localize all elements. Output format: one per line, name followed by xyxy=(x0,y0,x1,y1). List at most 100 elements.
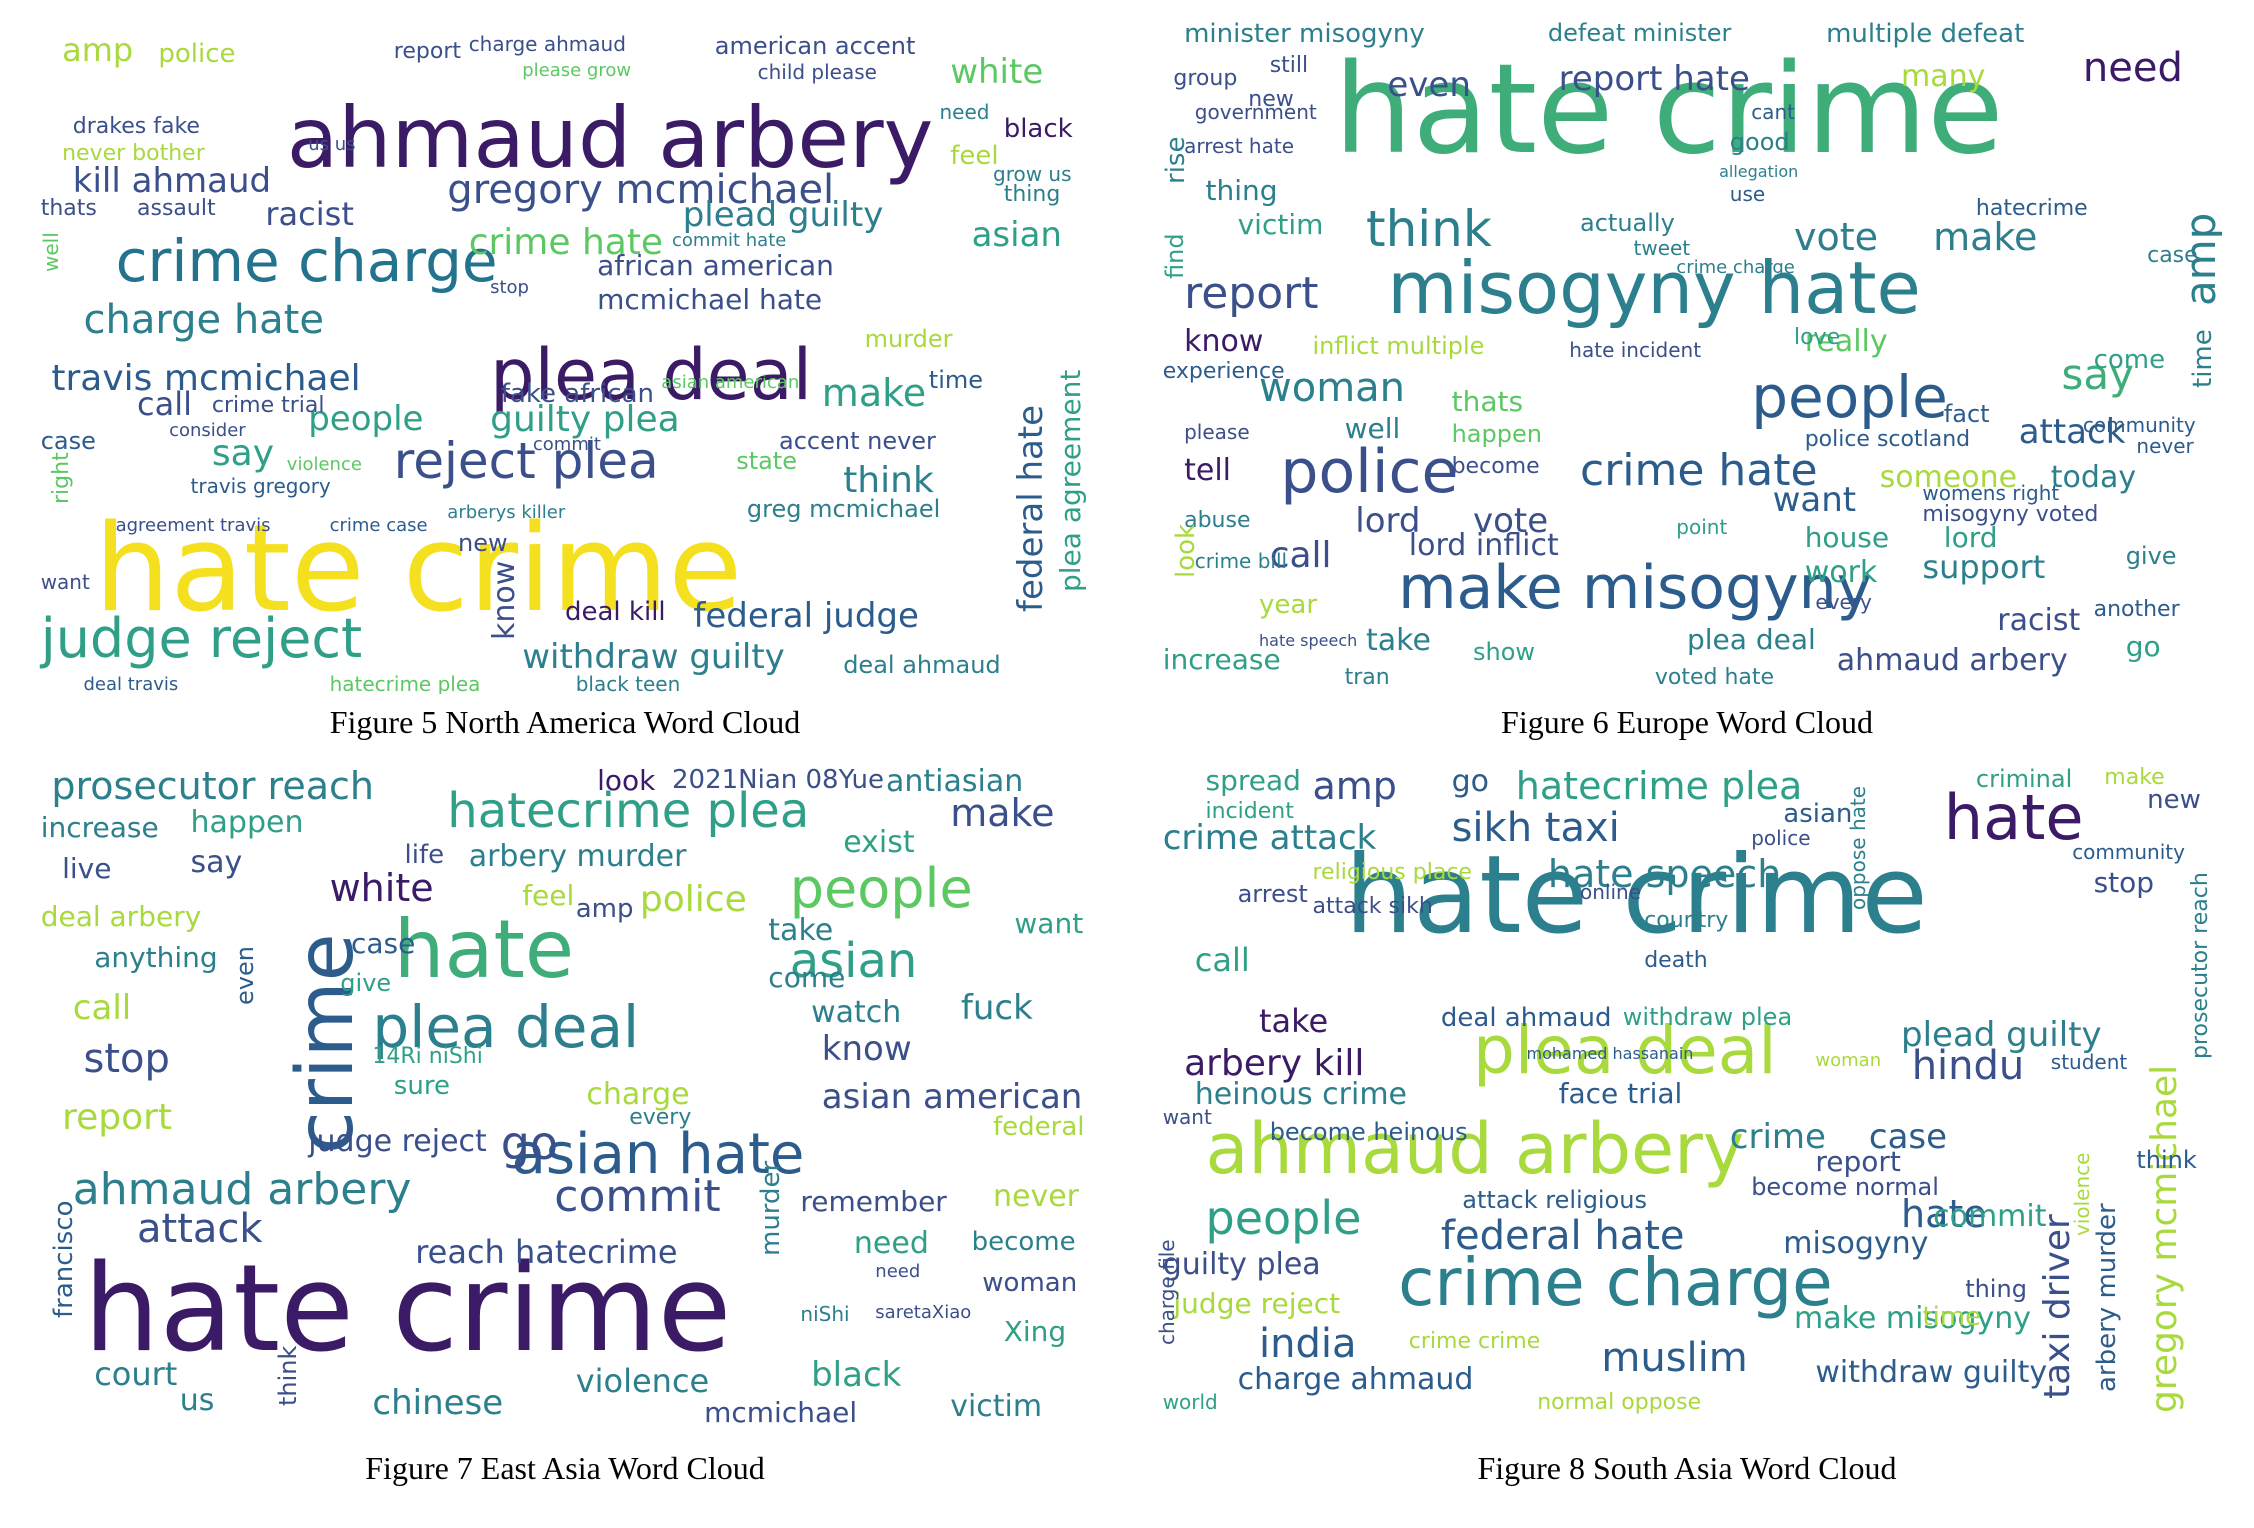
cloud-word: antiasian xyxy=(886,763,1024,799)
cloud-word: rise xyxy=(1160,136,1191,184)
cloud-word: federal hate xyxy=(1440,1212,1685,1259)
cloud-word: attack xyxy=(137,1205,263,1252)
cloud-word: make xyxy=(2104,764,2165,790)
cloud-word: misogyny xyxy=(1783,1226,1929,1262)
cloud-word: vote xyxy=(1794,215,1879,259)
cloud-word: never bother xyxy=(62,141,205,167)
cloud-word: consider xyxy=(169,420,246,441)
cloud-word: womens right xyxy=(1922,481,2060,506)
cloud-word: violence xyxy=(2070,1152,2095,1236)
cloud-word: mohamed hassanain xyxy=(1526,1043,1694,1063)
cloud-word: house xyxy=(1804,521,1890,554)
cloud-word: child please xyxy=(757,59,877,84)
cloud-word: hate xyxy=(393,902,575,996)
cloud-word: asian xyxy=(1783,798,1853,829)
cloud-word: mcmichael hate xyxy=(597,283,823,316)
cloud-word: multiple defeat xyxy=(1826,18,2025,49)
cloud-word: travis mcmichael xyxy=(51,357,361,399)
cloud-word: taxi driver xyxy=(2037,1214,2079,1400)
cloud-word: people xyxy=(1205,1191,1362,1246)
cloud-word: us us xyxy=(308,134,356,156)
cloud-word: sikh taxi xyxy=(1451,804,1620,851)
cloud-word: american accent xyxy=(714,32,916,61)
cloud-word: case xyxy=(351,927,416,960)
cloud-word: think xyxy=(274,1345,303,1406)
cloud-word: Xing xyxy=(1003,1314,1067,1348)
cloud-word: many xyxy=(1901,58,1986,94)
cloud-word: report xyxy=(1815,1144,1901,1178)
cloud-word: reject plea xyxy=(393,431,659,490)
cloud-word: community xyxy=(2082,413,2196,438)
cloud-word: happen xyxy=(190,804,304,840)
cloud-word: increase xyxy=(40,811,159,845)
figure-7: hate crime hate crime plea deal asian hate pe… xyxy=(30,760,1100,1510)
cloud-word: charge ahmaud xyxy=(468,32,626,57)
cloud-word: crime hate xyxy=(468,221,664,263)
cloud-word: asian hate xyxy=(511,1122,805,1188)
cloud-word: religious place xyxy=(1312,860,1472,885)
cloud-word: government xyxy=(1194,100,1317,125)
cloud-word: think xyxy=(2136,1145,2197,1174)
cloud-word: tell xyxy=(1184,453,1231,488)
cloud-word: today xyxy=(2050,459,2137,495)
cloud-word: make misogyny xyxy=(1794,1301,2032,1336)
cloud-word: ahmaud arbery xyxy=(1836,643,2068,679)
cloud-word: world xyxy=(1162,1390,1218,1415)
cloud-word: want xyxy=(1014,906,1084,940)
cloud-word: know xyxy=(487,560,523,640)
cloud-word: voted hate xyxy=(1654,664,1775,690)
cloud-word: report xyxy=(62,1097,173,1138)
cloud-word: commit xyxy=(532,433,601,455)
cloud-word: community xyxy=(2072,839,2185,864)
cloud-word: cant xyxy=(1751,100,1795,125)
cloud-word: oppose hate xyxy=(1845,785,1870,910)
cloud-word: show xyxy=(1473,637,1536,666)
cloud-word: state xyxy=(736,447,797,476)
cloud-word: never xyxy=(2136,433,2194,458)
cloud-word: francisco xyxy=(49,1200,80,1318)
cloud-word: thing xyxy=(1965,1274,2027,1303)
cloud-word: plead guilty xyxy=(1901,1015,2102,1056)
cloud-word: inflict multiple xyxy=(1312,331,1485,360)
cloud-word: become normal xyxy=(1751,1172,1939,1201)
cloud-word: criminal xyxy=(1975,764,2073,793)
cloud-word: spread xyxy=(1205,763,1301,797)
cloud-word: racist xyxy=(265,194,354,233)
cloud-word: police scotland xyxy=(1804,426,1971,452)
cloud-word: travis gregory xyxy=(190,474,331,499)
cloud-word: happen xyxy=(1451,420,1542,448)
cloud-word: take xyxy=(1259,1001,1329,1040)
cloud-word: please grow xyxy=(522,59,632,81)
cloud-word: chinese xyxy=(372,1382,504,1423)
cloud-word: need xyxy=(853,1226,929,1262)
cloud-word: plea deal xyxy=(1473,1012,1777,1090)
cloud-word: every xyxy=(1815,590,1872,614)
cloud-word: federal xyxy=(993,1111,1085,1142)
cloud-word: hate xyxy=(1901,1192,1987,1237)
cloud-word: greg mcmichael xyxy=(746,494,941,523)
cloud-word: deal ahmaud xyxy=(1440,1002,1612,1033)
cloud-word: woman xyxy=(982,1268,1078,1298)
cloud-word: lord xyxy=(1943,521,1998,554)
word-cloud: hate crime hate crime plea deal asian hate pe… xyxy=(30,760,1100,1440)
cloud-word: make xyxy=(950,791,1055,835)
cloud-word: violence xyxy=(575,1362,710,1401)
cloud-word: hatecrime plea xyxy=(447,783,810,840)
cloud-word: drakes fake xyxy=(72,114,200,139)
cloud-word: even xyxy=(231,945,260,1005)
cloud-word: heinous crime xyxy=(1194,1076,1407,1112)
cloud-word: well xyxy=(1344,412,1401,446)
cloud-word: amp xyxy=(1312,763,1397,808)
cloud-word: new xyxy=(1248,86,1294,112)
cloud-word: support xyxy=(1922,548,2046,587)
cloud-word: year xyxy=(1259,590,1318,620)
cloud-word: asian american xyxy=(661,372,800,394)
word-cloud: hate crime ahmaud arbery plea deal crime ch… xyxy=(30,14,1100,694)
cloud-word: plea agreement xyxy=(1054,369,1088,592)
cloud-word: kill ahmaud xyxy=(72,160,272,201)
cloud-word: crime hate xyxy=(1580,445,1818,497)
cloud-word: asian xyxy=(789,932,918,989)
cloud-word: good xyxy=(1729,127,1790,156)
cloud-word: student xyxy=(2050,1050,2128,1075)
cloud-word: arbery murder xyxy=(2091,1203,2122,1393)
